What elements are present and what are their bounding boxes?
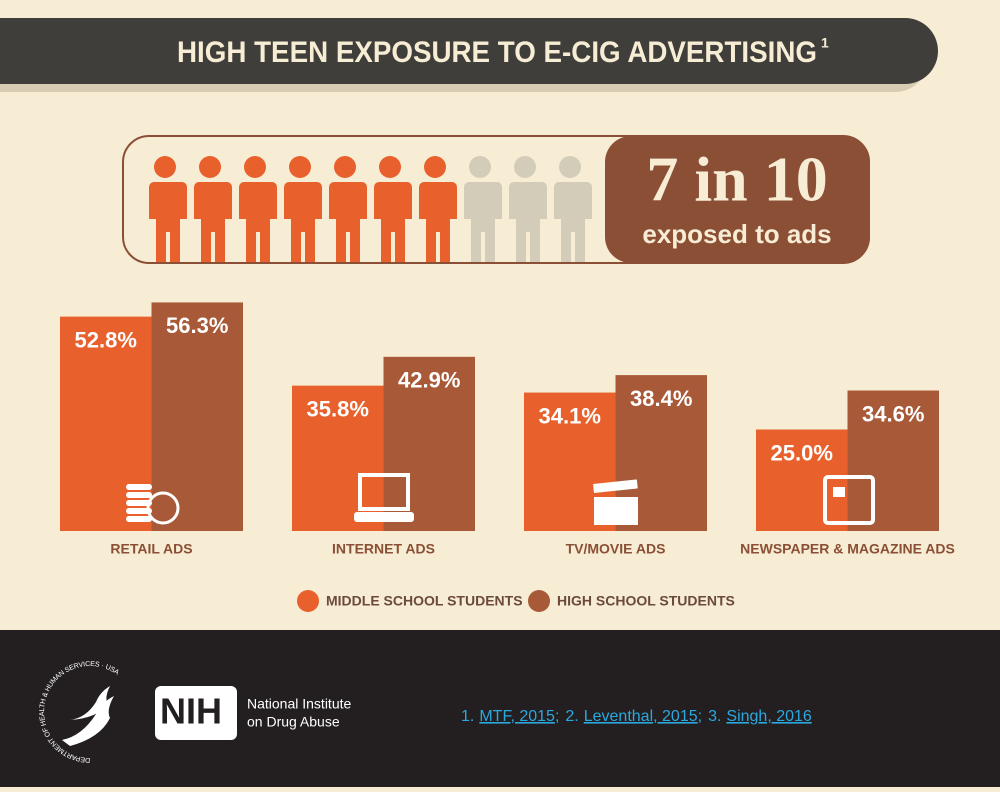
clapper-body [594,497,638,525]
reference-separator: ; [555,708,559,725]
reference-link[interactable]: Singh, 2016 [726,708,812,725]
value-label: 34.6% [862,401,924,426]
institute-line: National Institute [247,696,351,712]
value-label: 52.8% [75,327,137,352]
bar [292,385,384,531]
coin-stack [126,492,152,498]
coin [146,491,180,525]
reference-link[interactable]: Leventhal, 2015 [584,708,698,725]
headline-sub: exposed to ads [642,219,831,249]
coin-stack [126,500,152,506]
headline: 7 in 10 [646,144,827,215]
category-label: RETAIL ADS [110,541,192,557]
person-icon [373,156,412,262]
category-label: NEWSPAPER & MAGAZINE ADS [740,541,955,557]
institute-line: on Drug Abuse [247,714,340,730]
newspaper [823,475,875,525]
value-label: 34.1% [539,403,601,428]
legend-swatch [528,590,550,612]
legend-swatch [297,590,319,612]
reference-number: 2. [565,708,578,725]
person-icon [418,156,457,262]
banner [0,18,938,84]
people-icons [148,156,592,262]
category-label: TV/MOVIE ADS [566,541,666,557]
value-label: 35.8% [307,396,369,421]
headline-box [605,136,870,263]
legend-label: HIGH SCHOOL STUDENTS [557,593,735,609]
reference-number: 1. [461,708,474,725]
bar-icons [126,473,875,525]
person-icon [238,156,277,262]
value-label: 42.9% [398,368,460,393]
coin-stack [126,516,152,522]
person-icon [193,156,232,262]
person-icon [463,156,502,262]
reference-number: 3. [708,708,721,725]
reference-separator: ; [698,708,702,725]
bar-chart: 52.8% 56.3% RETAIL ADS 35.8% 42.9% INTERNET A… [60,302,955,612]
person-icon [553,156,592,262]
bar [847,390,939,531]
person-icon [148,156,187,262]
references: 1. MTF, 2015; 2. Leventhal, 2015; 3. Singh, 2… [461,708,812,725]
bar [756,429,848,531]
value-label: 56.3% [166,313,228,338]
value-label: 25.0% [771,440,833,465]
laptop-screen [358,473,410,511]
coin-stack [126,484,152,490]
seal-eagle [62,686,114,746]
category-label: INTERNET ADS [332,541,435,557]
title-note: 1 [821,35,829,51]
coin-stack [126,508,152,514]
reference-link[interactable]: MTF, 2015 [479,708,555,725]
title: HIGH TEEN EXPOSURE TO E-CIG ADVERTISING [177,36,817,69]
legend-label: MIDDLE SCHOOL STUDENTS [326,593,523,609]
person-icon [283,156,322,262]
bar [383,356,475,531]
person-icon [328,156,367,262]
nih-logo-text: NIH [160,691,222,732]
laptop-base [354,512,414,522]
newspaper-photo [833,487,845,497]
person-icon [508,156,547,262]
nih-logo [155,686,237,740]
value-label: 38.4% [630,386,692,411]
clapper-top [593,479,638,494]
